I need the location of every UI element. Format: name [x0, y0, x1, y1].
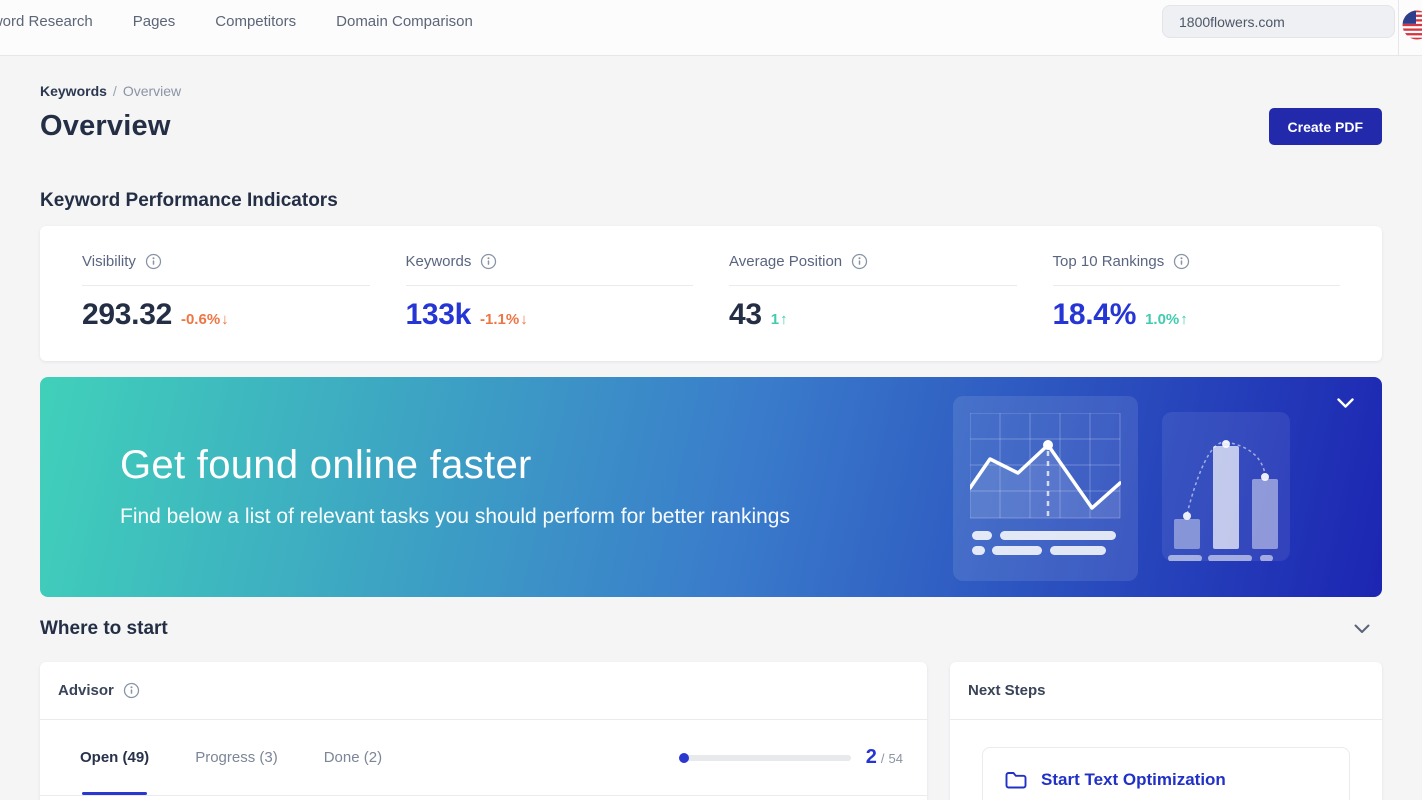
kpi-value: 43 — [729, 298, 762, 331]
tab-done[interactable]: Done (2) — [323, 749, 383, 766]
breadcrumb-keywords[interactable]: Keywords — [40, 83, 107, 99]
kpi-label: Visibility — [82, 253, 136, 270]
nav-items: Keyword Research Pages Competitors Domai… — [0, 0, 1422, 42]
progress-fill — [678, 752, 689, 763]
divider — [82, 285, 370, 286]
breadcrumb-current: Overview — [122, 83, 182, 99]
nav-item-competitors[interactable]: Competitors — [215, 12, 297, 30]
next-step-label: Start Text Optimization — [1041, 770, 1226, 789]
kpi-delta: 1 ↑ — [770, 311, 788, 328]
domain-input[interactable] — [1162, 5, 1395, 38]
nav-item-pages[interactable]: Pages — [132, 12, 176, 30]
kpi-top10-rankings: Top 10 Rankings 18.4% 1.0% ↑ — [1052, 226, 1340, 361]
kpi-average-position: Average Position 43 1 ↑ — [729, 226, 1017, 361]
next-steps-title: Next Steps — [968, 682, 1046, 699]
kpi-card: Visibility 293.32 -0.6% ↓ Keywords — [40, 226, 1382, 361]
arrow-down-icon: ↓ — [221, 311, 229, 328]
promo-banner: Get found online faster Find below a lis… — [40, 377, 1382, 597]
divider — [729, 285, 1017, 286]
advisor-card: Advisor Open (49) Progress (3) Done (2) … — [40, 662, 927, 800]
info-icon[interactable] — [123, 682, 140, 699]
kpi-label: Keywords — [405, 253, 472, 270]
kpi-visibility: Visibility 293.32 -0.6% ↓ — [82, 226, 370, 361]
arrow-down-icon: ↓ — [520, 311, 528, 328]
where-to-start-heading: Where to start — [40, 618, 168, 639]
kpi-section-heading: Keyword Performance Indicators — [40, 190, 338, 211]
folder-icon — [1004, 770, 1028, 790]
tasks-counter: 2 / 54 — [865, 746, 903, 768]
tasks-progress-bar — [678, 752, 851, 763]
info-icon[interactable] — [145, 253, 162, 270]
divider — [1052, 285, 1340, 286]
page-title: Overview — [40, 110, 171, 142]
nav-item-domain-comparison[interactable]: Domain Comparison — [336, 12, 473, 30]
info-icon[interactable] — [480, 253, 497, 270]
arrow-up-icon: ↑ — [1180, 311, 1188, 328]
banner-collapse-chevron-icon[interactable] — [1337, 398, 1354, 409]
top-nav: Keyword Research Pages Competitors Domai… — [0, 0, 1422, 56]
kpi-keywords: Keywords 133k -1.1% ↓ — [405, 226, 693, 361]
create-pdf-button[interactable]: Create PDF — [1268, 108, 1382, 145]
kpi-value: 133k — [405, 298, 472, 331]
where-collapse-chevron-icon[interactable] — [1354, 624, 1370, 634]
us-flag-icon[interactable] — [1402, 10, 1422, 40]
kpi-value: 293.32 — [82, 298, 172, 331]
next-step-start-text-optimization[interactable]: Start Text Optimization — [982, 747, 1350, 800]
domain-input-wrap — [1162, 5, 1395, 38]
info-icon[interactable] — [1173, 253, 1190, 270]
breadcrumb-separator: / — [112, 83, 117, 99]
tab-open[interactable]: Open (49) — [80, 720, 149, 795]
bar-chart-illustration — [1162, 412, 1290, 561]
kpi-label: Average Position — [729, 253, 843, 270]
nav-item-keyword-research[interactable]: Keyword Research — [0, 12, 93, 30]
tab-progress[interactable]: Progress (3) — [195, 749, 278, 766]
kpi-delta: 1.0% ↑ — [1145, 311, 1188, 328]
breadcrumb: Keywords / Overview — [40, 83, 1382, 99]
banner-title: Get found online faster — [120, 443, 532, 487]
kpi-delta: -1.1% ↓ — [480, 311, 528, 328]
divider — [405, 285, 693, 286]
kpi-value: 18.4% — [1052, 298, 1137, 331]
kpi-label: Top 10 Rankings — [1052, 253, 1165, 270]
advisor-title: Advisor — [58, 682, 114, 699]
arrow-up-icon: ↑ — [780, 311, 788, 328]
nav-divider — [1398, 0, 1399, 55]
info-icon[interactable] — [851, 253, 868, 270]
next-steps-card: Next Steps Start Text Optimization — [950, 662, 1382, 800]
banner-subtitle: Find below a list of relevant tasks you … — [120, 505, 790, 528]
kpi-delta: -0.6% ↓ — [180, 311, 229, 328]
line-chart-illustration — [953, 396, 1138, 581]
